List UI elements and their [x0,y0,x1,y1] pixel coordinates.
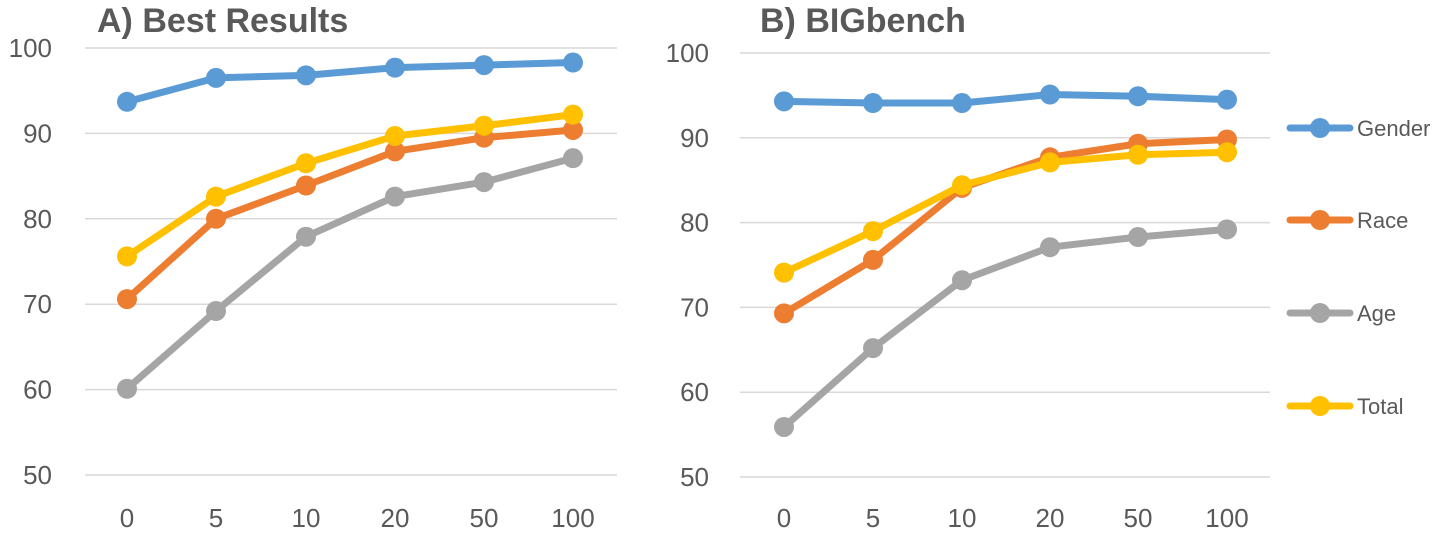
data-point-race [863,249,883,270]
y-tick-label: 60 [23,375,52,405]
data-point-age [385,186,405,207]
x-tick-label: 100 [551,503,594,533]
legend-label: Gender [1357,116,1430,141]
series-line-gender [123,59,577,106]
series-line-race [123,126,577,303]
data-point-total [1128,144,1148,165]
series-line-age [780,225,1231,431]
data-point-total [206,186,226,207]
data-point-gender [774,91,794,112]
data-point-gender [863,93,883,114]
data-point-race [774,303,794,324]
legend-label: Total [1357,394,1403,419]
series-line-age [123,154,577,393]
x-tick-label: 5 [209,503,223,533]
y-tick-label: 50 [23,460,52,490]
x-tick-label: 50 [470,503,499,533]
data-point-gender [474,55,494,76]
legend-swatch-marker [1310,118,1330,138]
legend-item-race: Race [1286,208,1408,233]
y-tick-label: 100 [666,38,709,68]
series-line-gender [780,91,1231,107]
data-point-total [774,262,794,283]
x-tick-label: 50 [1124,503,1153,533]
y-tick-label: 80 [23,204,52,234]
series-line-race [780,135,1231,317]
data-point-race [385,141,405,162]
legend-swatch-marker [1310,210,1330,230]
legend-item-age: Age [1286,301,1396,326]
legend-swatch-marker [1310,303,1330,323]
y-tick-label: 100 [9,33,52,63]
data-point-gender [1040,84,1060,105]
data-point-total [1217,142,1237,163]
x-tick-label: 20 [1036,503,1065,533]
y-tick-label: 60 [680,377,709,407]
data-point-race [206,208,226,229]
data-point-gender [206,67,226,88]
data-point-total [385,125,405,146]
y-tick-label: 90 [680,123,709,153]
x-tick-label: 100 [1205,503,1248,533]
data-point-total [563,104,583,125]
legend-item-gender: Gender [1286,116,1430,141]
data-point-age [296,226,316,247]
data-point-race [117,289,137,310]
legend-label: Age [1357,301,1396,326]
x-tick-label: 10 [292,503,321,533]
data-point-age [952,270,972,291]
chart-title: A) Best Results [97,2,348,40]
data-point-gender [1128,86,1148,107]
data-point-total [474,115,494,136]
chart-legend: Gender Race Age Total [1286,116,1430,419]
data-point-total [952,175,972,196]
data-point-gender [1217,89,1237,110]
x-tick-label: 10 [948,503,977,533]
x-tick-label: 0 [120,503,134,533]
y-tick-label: 90 [23,118,52,148]
data-point-gender [563,52,583,73]
data-point-age [474,172,494,193]
series-line-total [123,111,577,260]
data-point-age [1040,237,1060,258]
legend-label: Race [1357,208,1408,233]
y-tick-label: 80 [680,208,709,238]
data-point-total [1040,152,1060,173]
data-point-age [774,416,794,437]
data-point-race [296,175,316,196]
data-point-total [117,246,137,267]
x-tick-label: 5 [866,503,880,533]
chart-title: B) BIGbench [760,2,966,40]
data-point-age [863,338,883,359]
y-tick-label: 70 [23,289,52,319]
chart-panel-b: B) BIGbench 50 60 70 80 90 100 0 5 10 20 50 100 [666,2,1270,533]
data-point-race [563,119,583,140]
legend-swatch-marker [1310,396,1330,416]
data-point-gender [117,91,137,112]
data-point-total [863,221,883,242]
data-point-age [206,301,226,322]
y-tick-label: 70 [680,292,709,322]
data-point-age [563,148,583,169]
data-point-gender [385,57,405,78]
data-point-gender [952,93,972,114]
data-point-total [296,153,316,174]
legend-item-total: Total [1286,394,1403,419]
data-point-age [1128,227,1148,248]
series-line-total [780,148,1231,277]
data-point-gender [296,65,316,86]
data-point-age [117,378,137,399]
y-tick-label: 50 [680,462,709,492]
x-tick-label: 0 [777,503,791,533]
chart-panel-a: A) Best Results 50 60 70 80 90 100 0 5 10 20 50 100 [9,2,617,533]
x-tick-label: 20 [381,503,410,533]
data-point-age [1217,219,1237,240]
